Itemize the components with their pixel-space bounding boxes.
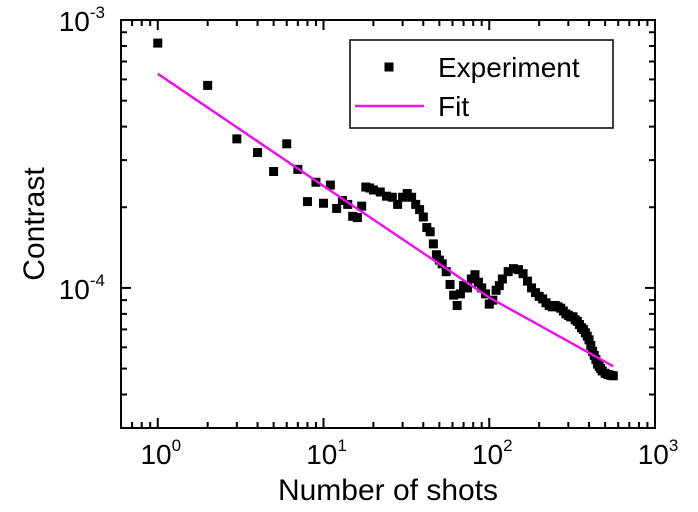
data-point (494, 281, 504, 291)
data-point (352, 213, 362, 223)
data-point (282, 139, 292, 149)
data-point (470, 270, 480, 280)
data-point (586, 340, 596, 350)
data-point (425, 227, 435, 237)
legend: Experiment Fit (349, 39, 614, 129)
data-point (332, 203, 342, 213)
data-point (473, 277, 483, 287)
data-point (445, 279, 455, 289)
data-point (455, 289, 465, 299)
data-point (269, 166, 279, 176)
x-tick-label: 101 (306, 436, 347, 470)
data-point (513, 265, 523, 275)
data-point (491, 285, 501, 295)
data-point (584, 335, 594, 345)
data-point (357, 201, 367, 211)
tick-labels: 100 101 102 103 10-4 10-3 (59, 3, 679, 470)
data-point (518, 269, 528, 279)
data-point (452, 300, 462, 310)
data-point (325, 180, 335, 190)
data-point (348, 211, 358, 221)
data-point (428, 239, 438, 249)
data-point (407, 192, 417, 202)
plot-frame (120, 19, 656, 429)
data-point (302, 197, 312, 207)
data-point (153, 38, 163, 48)
data-point (463, 283, 473, 293)
data-point (393, 199, 403, 209)
x-tick-label: 102 (472, 436, 513, 470)
data-point (508, 264, 518, 274)
data-point (253, 148, 263, 158)
data-point (497, 274, 507, 284)
y-axis-label: Contrast (18, 167, 51, 281)
data-point (503, 267, 513, 277)
plot-lines (157, 72, 614, 368)
y-tick-label: 10-4 (59, 271, 105, 305)
y-tick-label: 10-3 (59, 3, 105, 37)
data-point (411, 199, 421, 209)
data-point (477, 283, 487, 293)
x-tick-label: 103 (638, 436, 679, 470)
legend-label: Fit (438, 91, 469, 122)
data-point (398, 192, 408, 202)
legend-box (349, 39, 614, 129)
data-point (522, 276, 532, 286)
data-point (232, 134, 242, 144)
data-point (368, 185, 378, 195)
data-point (387, 192, 397, 202)
data-point (449, 290, 459, 300)
data-point (527, 283, 537, 293)
x-tick-label: 100 (140, 436, 181, 470)
data-point (441, 267, 451, 277)
data-point (203, 80, 213, 90)
data-point (343, 199, 353, 209)
data-point (415, 205, 425, 215)
data-point (382, 191, 392, 201)
x-axis-label: Number of shots (278, 474, 498, 507)
data-point (608, 371, 618, 381)
data-point (337, 195, 347, 205)
legend-label: Experiment (438, 52, 580, 83)
data-point (431, 250, 441, 260)
data-point (375, 187, 385, 197)
data-point (437, 259, 447, 269)
data-point (319, 198, 329, 208)
plot-markers (153, 38, 618, 381)
fit-line (157, 72, 614, 368)
legend-marker (384, 62, 394, 72)
data-point (418, 212, 428, 222)
axis-ticks (120, 19, 656, 429)
